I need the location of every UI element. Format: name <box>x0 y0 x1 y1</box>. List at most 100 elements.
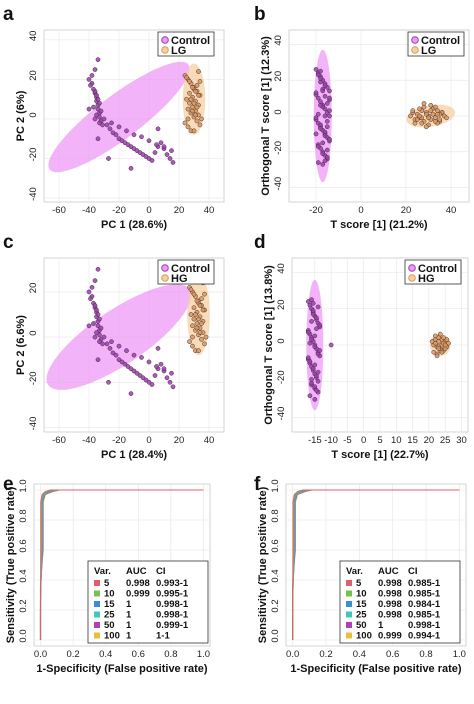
scatter-layer <box>46 266 210 396</box>
data-point-lg <box>191 128 197 134</box>
auc-table-auc: 0.998 <box>378 599 402 610</box>
y-tick-label: 0.6 <box>18 539 29 552</box>
data-point-control <box>97 120 102 126</box>
auc-table-swatch <box>346 622 352 628</box>
data-point-lg <box>194 118 200 124</box>
legend-marker <box>411 36 419 44</box>
data-point-control <box>88 83 93 88</box>
x-tick-label: 30 <box>456 435 467 446</box>
data-point-lg <box>437 117 443 122</box>
data-point-control <box>95 96 101 102</box>
data-point-control <box>101 116 107 122</box>
data-point-control <box>95 312 101 317</box>
auc-table-swatch <box>94 590 100 597</box>
y-tick-label: -20 <box>273 141 284 155</box>
data-point-control <box>170 384 176 390</box>
x-tick-label: 1.0 <box>197 649 210 660</box>
data-point-control <box>155 346 161 351</box>
scatter-layer <box>305 279 451 411</box>
data-point-hg <box>191 305 197 311</box>
legend-label: HG <box>171 273 188 285</box>
legend-marker <box>161 36 169 44</box>
y-tick-label: 0.8 <box>18 509 29 522</box>
data-point-control <box>314 315 319 321</box>
data-point-control <box>89 73 95 78</box>
panel-letter: a <box>3 4 14 25</box>
auc-table-ci: 0.994-1 <box>408 631 441 642</box>
data-point-control <box>98 108 104 114</box>
data-point-lg <box>184 75 189 80</box>
data-point-lg <box>196 69 201 74</box>
scatter-layer <box>48 57 206 173</box>
data-point-control <box>94 330 99 335</box>
auc-table-swatch <box>94 611 100 618</box>
auc-table-var: 100 <box>104 631 120 642</box>
auc-table-ci: 0.985-1 <box>408 578 441 589</box>
auc-table-header: CI <box>156 566 166 577</box>
data-point-lg <box>410 108 416 113</box>
data-point-control <box>116 343 122 349</box>
x-tick-label: 0 <box>146 435 151 446</box>
legend-label: Control <box>171 35 210 47</box>
data-point-control <box>149 158 155 163</box>
auc-table-var: 15 <box>104 599 115 610</box>
data-point-lg <box>196 92 201 98</box>
auc-table-auc: 0.998 <box>378 578 402 589</box>
data-point-control <box>106 156 111 161</box>
data-point-control <box>152 150 158 155</box>
data-point-lg <box>191 100 197 106</box>
data-point-control <box>92 88 98 94</box>
y-tick-label: 0 <box>28 112 39 117</box>
data-point-control <box>88 296 93 302</box>
data-point-control <box>305 355 311 361</box>
data-point-control <box>315 304 321 310</box>
y-axis-label: Orthogonal T score [1] (13.8%) <box>263 265 275 425</box>
y-tick-label: 0.2 <box>270 599 281 612</box>
data-point-control <box>109 339 114 344</box>
auc-table-swatch <box>346 632 352 639</box>
data-point-control <box>128 166 134 171</box>
data-point-hg <box>433 333 438 339</box>
data-point-control <box>92 278 98 283</box>
y-tick-label: 0.0 <box>18 629 29 642</box>
data-point-control <box>310 311 316 317</box>
panel-a: -60 -40 -20 0 20 40 -40 -20 0 20 40 PC 1 (28.6%) PC … <box>3 4 225 231</box>
x-tick-label: 0 <box>361 435 366 446</box>
legend-marker <box>408 274 416 282</box>
panel-b: -20 0 20 40 -40 -20 0 20 40 T score [1] (21.2%) Or… <box>254 4 470 231</box>
auc-table-header: AUC <box>378 566 399 577</box>
x-tick-label: -20 <box>309 205 323 216</box>
x-tick-label: 20 <box>424 435 435 446</box>
data-point-control <box>128 391 134 396</box>
y-tick-label: 1.0 <box>18 479 29 492</box>
x-tick-label: 40 <box>446 205 457 216</box>
data-point-hg <box>197 330 203 335</box>
legend-label: LG <box>171 45 186 57</box>
x-tick-label: -20 <box>112 205 126 216</box>
x-axis-label: 1-Specificity (False positive rate) <box>290 663 462 675</box>
x-tick-label: 0 <box>358 205 363 216</box>
y-tick-label: 40 <box>273 35 284 46</box>
auc-table: Var. AUC CI 5 0.998 0.985-1 10 0.998 0.985-1 15 0.… <box>339 560 461 644</box>
data-point-hg <box>203 334 209 340</box>
panel-letter: f <box>254 474 261 495</box>
legend-marker <box>161 46 169 54</box>
data-point-hg <box>194 325 200 331</box>
data-point-lg <box>414 117 420 122</box>
y-tick-label: -20 <box>28 371 39 385</box>
data-point-control <box>309 297 314 303</box>
data-point-control <box>313 67 319 72</box>
x-tick-label: -40 <box>82 435 96 446</box>
x-tick-label: 0.2 <box>67 649 80 660</box>
data-point-control <box>307 340 313 346</box>
y-tick-label: -40 <box>28 187 39 201</box>
y-tick-label: 20 <box>28 70 39 81</box>
y-tick-label: -20 <box>28 148 39 162</box>
data-point-control <box>315 72 321 78</box>
data-point-hg <box>199 296 204 302</box>
data-point-lg <box>185 124 191 130</box>
data-point-lg <box>408 113 413 119</box>
